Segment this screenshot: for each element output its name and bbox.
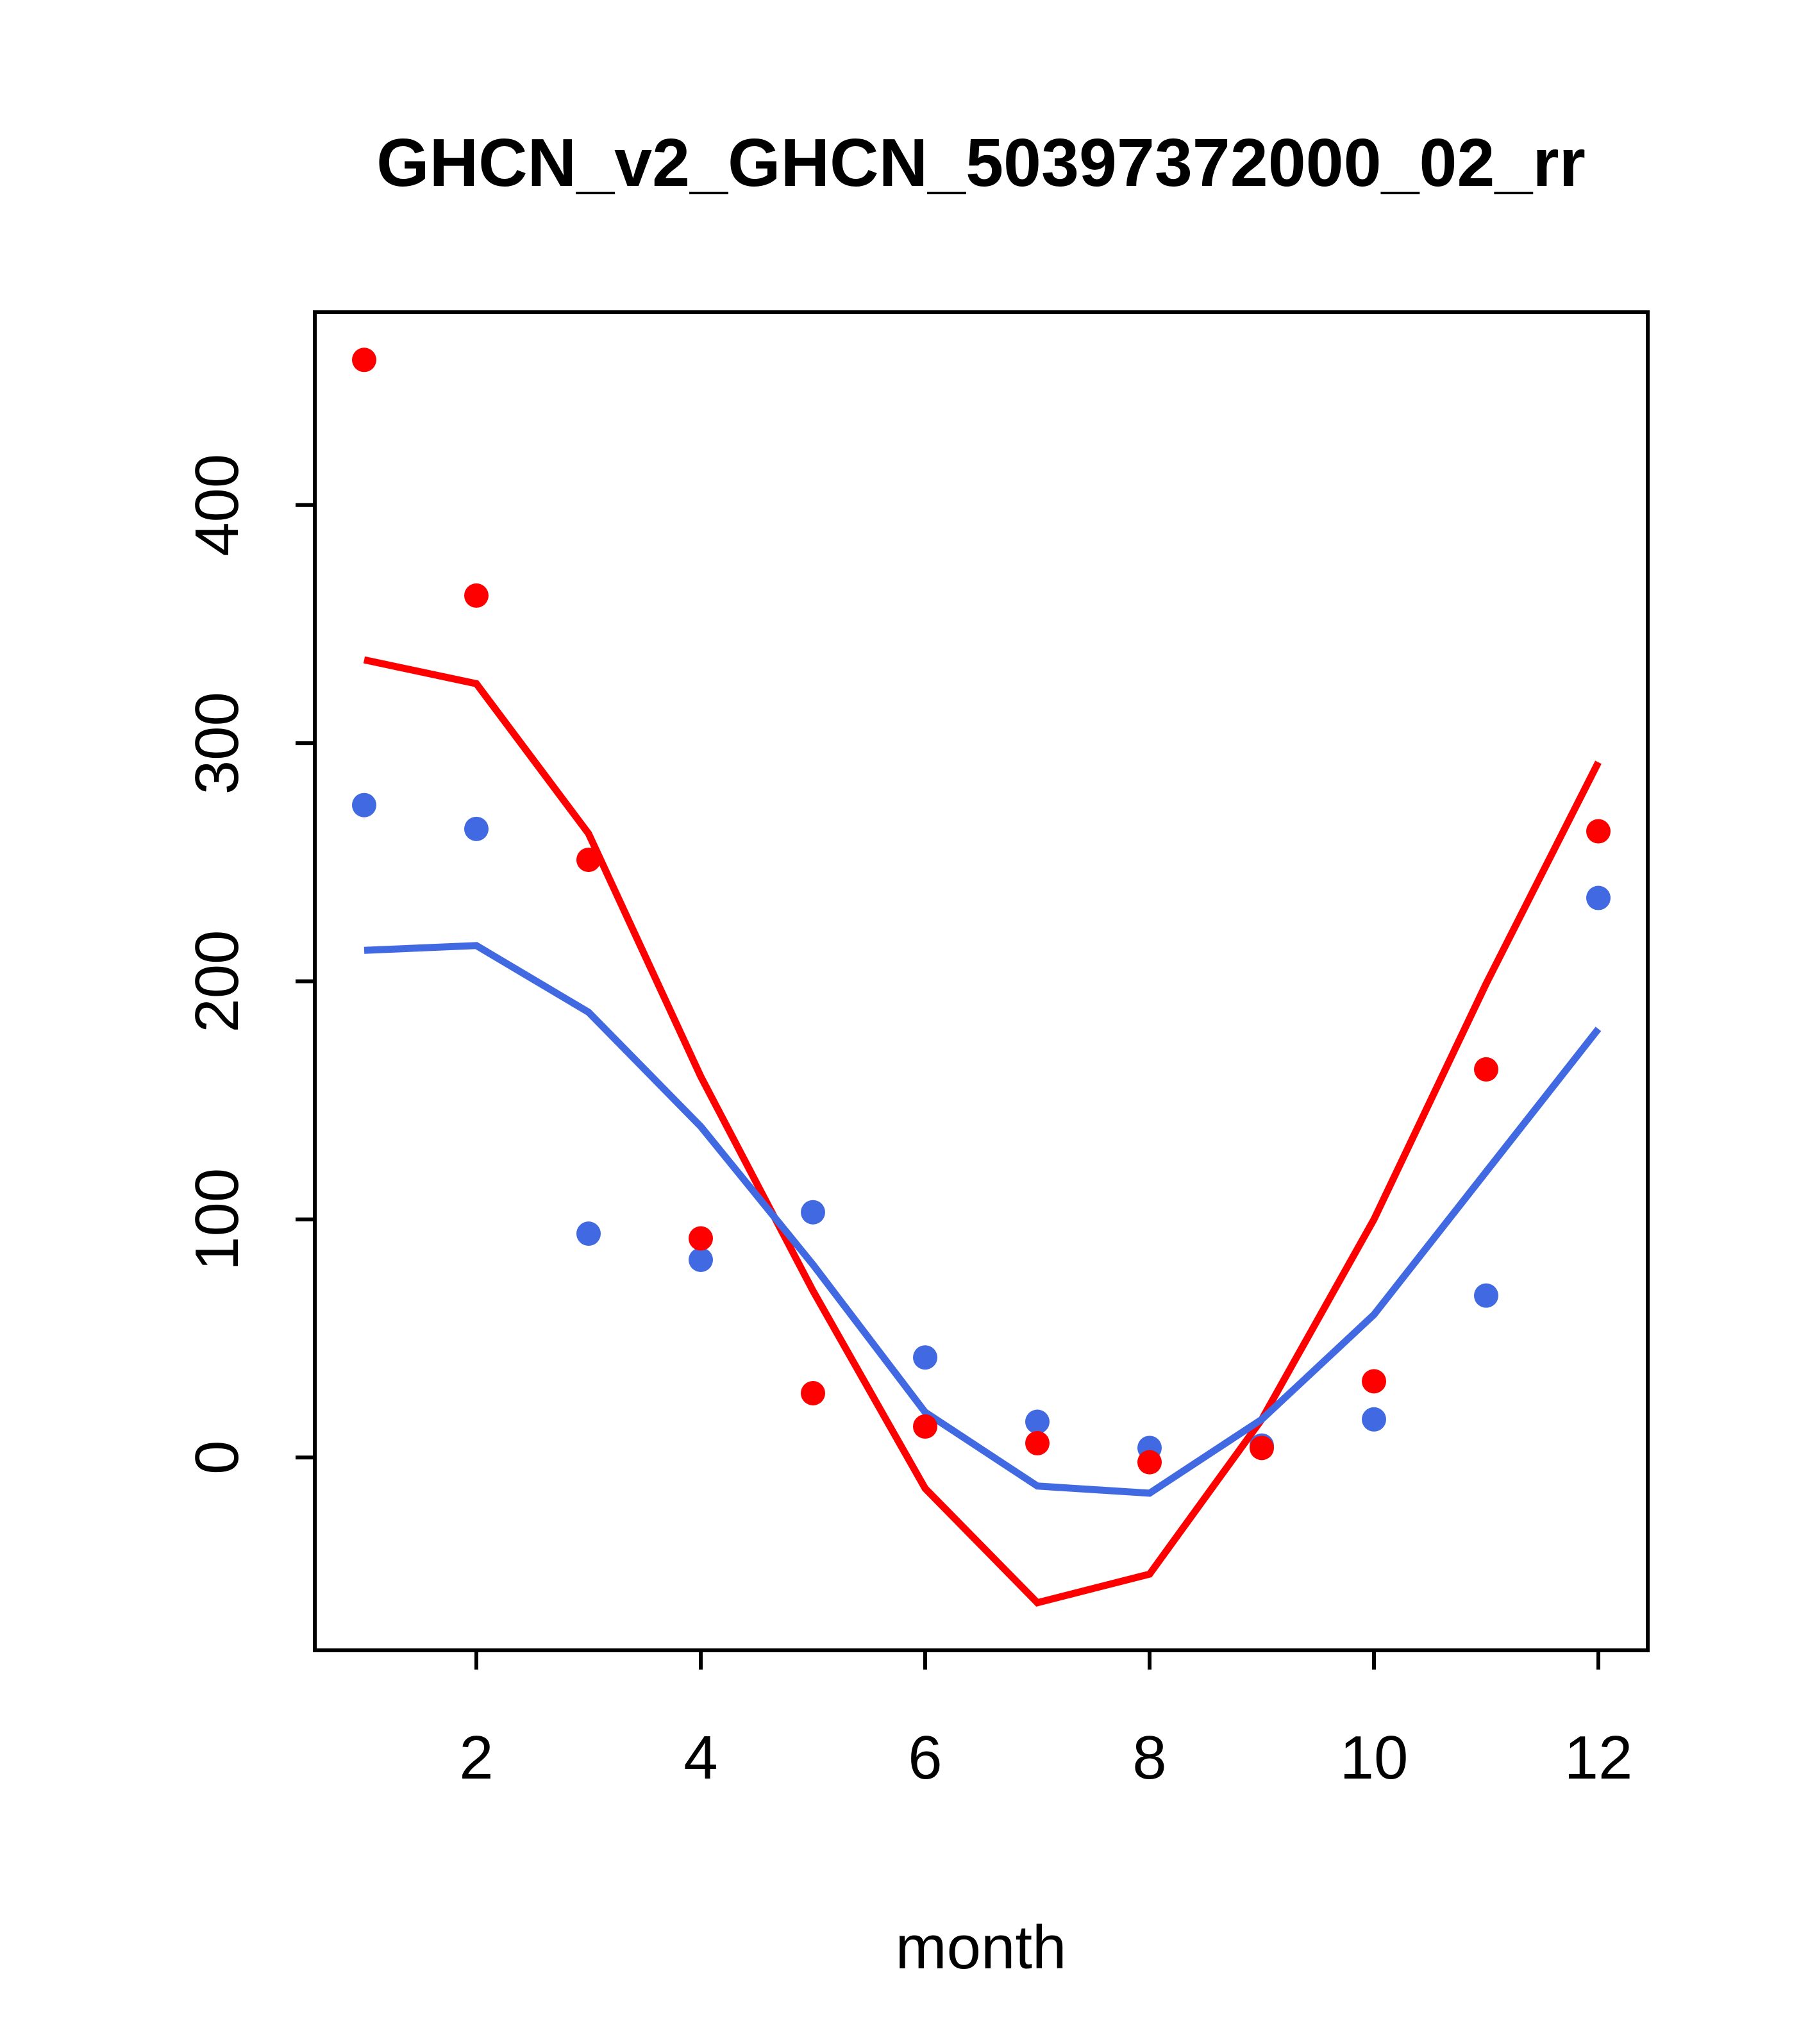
data-point-red-points — [1362, 1369, 1386, 1394]
data-point-blue-points — [689, 1247, 713, 1272]
plot-area: 2 4 6 8 10 12 0 100 200 300 400 — [183, 310, 1650, 1792]
series-red-line — [363, 656, 1602, 1607]
x-tick-label: 10 — [1340, 1723, 1409, 1792]
y-tick-label: 200 — [183, 930, 251, 1032]
data-point-blue-points — [1362, 1407, 1386, 1432]
data-point-red-points — [913, 1414, 937, 1439]
x-tick-label: 6 — [908, 1723, 942, 1792]
y-tick-label: 100 — [183, 1168, 251, 1271]
data-point-blue-points — [576, 1221, 601, 1246]
y-tick-label: 300 — [183, 692, 251, 794]
data-point-red-points — [1025, 1430, 1050, 1455]
data-point-blue-points — [1474, 1283, 1498, 1308]
data-point-red-points — [1250, 1436, 1274, 1461]
x-tick-label: 8 — [1132, 1723, 1166, 1792]
data-point-red-points — [1586, 819, 1611, 844]
data-point-red-points — [352, 348, 376, 373]
data-point-blue-points — [464, 816, 489, 841]
data-point-blue-points — [352, 792, 376, 817]
data-point-blue-points — [1025, 1409, 1050, 1434]
data-point-red-points — [464, 583, 489, 608]
x-tick-label: 12 — [1564, 1723, 1633, 1792]
data-point-red-points — [801, 1380, 825, 1405]
chart-title: GHCN_v2_GHCN_50397372000_02_rr — [376, 125, 1586, 201]
data-point-red-points — [1137, 1450, 1162, 1475]
y-tick-label: 400 — [183, 454, 251, 557]
data-point-blue-points — [1586, 885, 1611, 910]
data-point-red-points — [689, 1226, 713, 1251]
x-tick-label: 2 — [459, 1723, 493, 1792]
x-axis-label: month — [896, 1913, 1067, 1982]
data-point-blue-points — [801, 1200, 825, 1225]
y-tick-label: 0 — [183, 1441, 251, 1475]
series-blue-line — [364, 942, 1602, 1497]
data-point-red-points — [1474, 1057, 1498, 1082]
data-point-red-points — [576, 848, 601, 873]
x-tick-label: 4 — [683, 1723, 717, 1792]
data-point-blue-points — [913, 1345, 937, 1370]
